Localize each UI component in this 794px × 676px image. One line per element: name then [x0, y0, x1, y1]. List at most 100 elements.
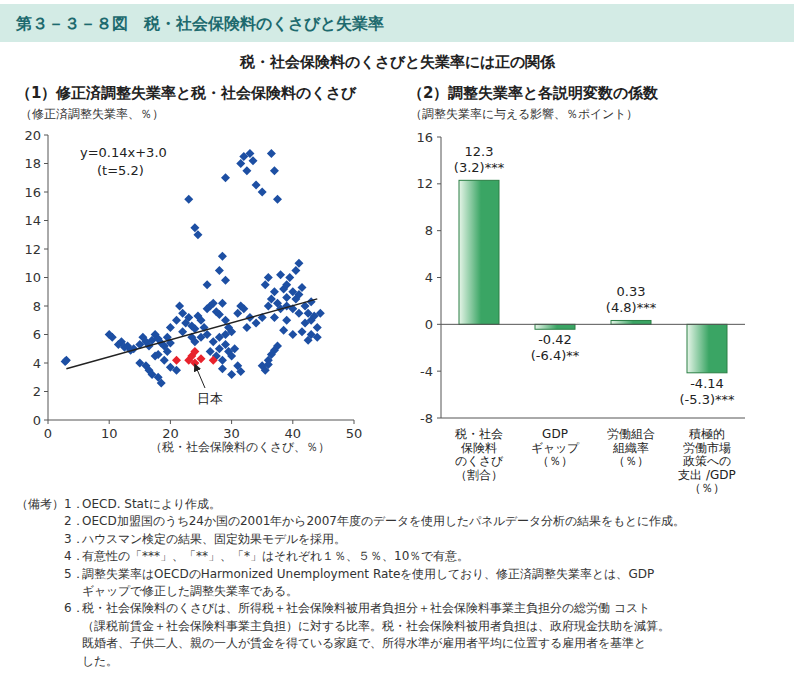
y-tick [437, 371, 441, 372]
y-tick-label: 4 [425, 270, 433, 285]
scatter-point [242, 323, 251, 332]
category-line: （％） [537, 454, 573, 468]
scatter-point [172, 366, 181, 375]
scatter-point [218, 299, 227, 308]
category-line: 労働組合 [607, 427, 655, 441]
y-tick-label: 16 [416, 130, 433, 145]
x-axis [48, 420, 354, 421]
note-number: 6． [64, 601, 84, 615]
category-line: 積極的 [689, 427, 725, 441]
header-band [0, 4, 794, 42]
y-tick-label: 18 [24, 156, 41, 171]
scatter-point [282, 293, 291, 302]
scatter-point [264, 273, 273, 282]
t-label: (-5.3)*** [679, 392, 735, 407]
plot-area [459, 180, 727, 372]
note-number: 5． [64, 567, 84, 581]
category-label: 税・社会保険料のくさび（割合） [455, 427, 504, 482]
category-label: 積極的労働市場政策への支出 /GDP（％） [678, 427, 736, 495]
scatter-point [252, 319, 261, 328]
equation: y=0.14x+3.0 [80, 145, 167, 160]
scatter-point [61, 357, 70, 366]
bar [687, 324, 727, 372]
t-label: (3.2)*** [454, 160, 505, 175]
x-tick-label: 30 [223, 426, 240, 441]
note-line: OECD加盟国のうち24か国の2001年から2007年度のデータを使用したパネル… [82, 514, 685, 528]
data-label: 12.3 [465, 144, 494, 159]
x-tick [170, 420, 171, 424]
scatter-point [209, 337, 218, 346]
scatter-point [230, 344, 239, 353]
scatter-point [105, 330, 114, 339]
y-tick [44, 192, 48, 193]
scatter-point [218, 364, 227, 373]
t-label: (4.8)*** [606, 300, 657, 315]
category-label: GDPギャップ（％） [531, 427, 580, 468]
y-tick [437, 230, 441, 231]
note-line: （課税前賃金＋社会保険料事業主負担）に対する比率。税・社会保険料被用者負担は、政… [82, 619, 670, 633]
scatter-point [264, 360, 273, 369]
scatter-point [288, 330, 297, 339]
y-tick-label: 20 [24, 128, 41, 143]
note-line: ギャップで修正した調整失業率である。 [82, 584, 298, 598]
note-line: ハウスマン検定の結果、固定効果モデルを採用。 [81, 532, 346, 546]
data-label: 0.33 [617, 284, 646, 299]
figure-subtitle: 税・社会保険料のくさびと失業率には正の関係 [239, 53, 556, 71]
y-tick-label: -8 [420, 411, 433, 426]
scatter-point [239, 304, 248, 313]
category-line: 政策への [683, 454, 731, 468]
category-label: 労働組合組織率（％） [607, 427, 655, 468]
x-tick [109, 420, 110, 424]
note-line: した。 [82, 654, 118, 668]
scatter-point [249, 156, 258, 165]
x-axis [441, 418, 745, 419]
bar [459, 180, 499, 324]
scatter-point [297, 327, 306, 336]
scatter-point [184, 313, 193, 322]
plot-area [61, 149, 325, 387]
note-number: 4． [64, 549, 84, 563]
scatter-point [270, 313, 279, 322]
category-line: 支出 /GDP [678, 468, 736, 482]
y-tick [44, 163, 48, 164]
scatter-point [209, 299, 218, 308]
y-tick [44, 277, 48, 278]
y-tick-label: 2 [33, 384, 41, 399]
y-tick-label: 4 [33, 356, 41, 371]
scatter-point [304, 336, 313, 345]
scatter-point [184, 195, 193, 204]
category-line: （％） [689, 481, 725, 495]
y-tick-label: 14 [24, 213, 41, 228]
y-tick [44, 420, 48, 421]
category-line: 税・社会 [455, 427, 503, 441]
scatter-point [221, 173, 230, 182]
scatter-point [120, 343, 129, 352]
scatter-point [197, 354, 206, 363]
x-tick-label: 50 [346, 426, 363, 441]
t-statistic: (t=5.2) [97, 163, 144, 178]
scatter-point [252, 180, 261, 189]
note-number: 3． [64, 532, 84, 546]
x-tick [231, 420, 232, 424]
y-axis-label: （調整失業率に与える影響、％ポイント） [410, 107, 638, 121]
scatter-point [267, 149, 276, 158]
scatter-point [236, 367, 245, 376]
bar [535, 324, 575, 329]
note-line: 既婚者、子供二人、親の一人が賃金を得ている家庭で、所得水準が雇用者平均に位置する… [82, 636, 646, 650]
scatter-point [172, 316, 181, 325]
y-tick [437, 137, 441, 138]
x-axis-label: （税・社会保険料のくさび、％） [150, 440, 330, 454]
x-tick [292, 420, 293, 424]
scatter-point [215, 266, 224, 275]
y-tick-label: 10 [24, 270, 41, 285]
scatter-point [215, 310, 224, 319]
scatter-point [270, 166, 279, 175]
y-tick [44, 363, 48, 364]
category-line: GDP [542, 427, 568, 441]
scatter-point [227, 327, 236, 336]
y-tick-label: 6 [33, 327, 41, 342]
scatter-point [279, 326, 288, 335]
note-line: 税・社会保険料のくさびは、所得税＋社会保険料被用者負担分＋社会保険料事業主負担分… [82, 601, 650, 615]
category-line: ギャップ [531, 441, 580, 455]
scatter-point [276, 270, 285, 279]
